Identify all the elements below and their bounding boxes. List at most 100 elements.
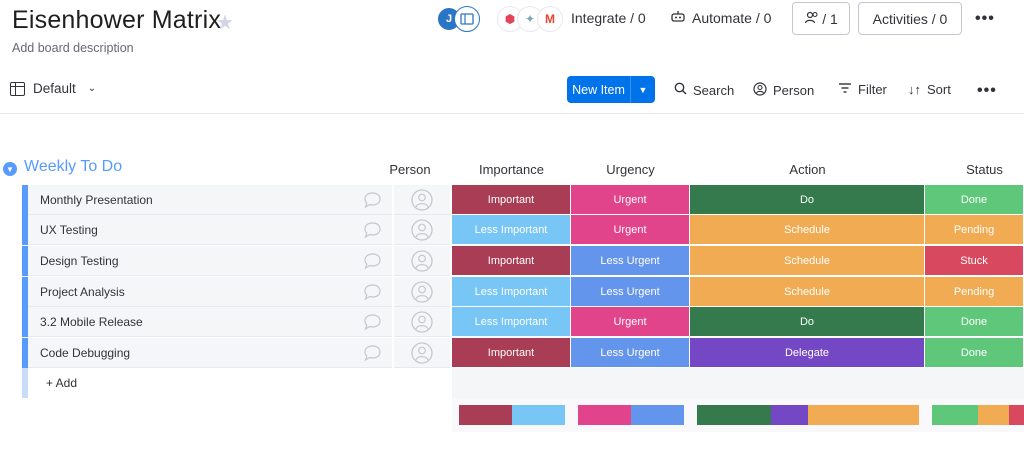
comment-icon[interactable] bbox=[362, 220, 382, 240]
group-title[interactable]: Weekly To Do bbox=[24, 158, 123, 175]
star-icon[interactable]: ★ bbox=[216, 12, 234, 34]
status-cell[interactable]: Stuck bbox=[925, 246, 1024, 276]
guest-avatar-icon[interactable] bbox=[454, 6, 480, 32]
new-item-button[interactable]: New Item ▼ bbox=[567, 76, 655, 103]
item-name[interactable]: Code Debugging bbox=[40, 346, 131, 360]
person-cell[interactable] bbox=[394, 338, 450, 368]
item-name[interactable]: Monthly Presentation bbox=[40, 193, 153, 207]
urgency-cell[interactable]: Urgent bbox=[571, 185, 690, 215]
importance-cell[interactable]: Important bbox=[452, 246, 571, 276]
person-filter-button[interactable]: Person bbox=[753, 82, 814, 99]
table-row[interactable]: Code Debugging Important Less Urgent Del… bbox=[22, 338, 1024, 368]
filter-button[interactable]: Filter bbox=[838, 82, 887, 97]
chevron-down-icon: ⌄ bbox=[87, 83, 97, 94]
column-header-importance[interactable]: Importance bbox=[478, 162, 545, 177]
action-cell[interactable]: Schedule bbox=[690, 277, 925, 307]
person-cell[interactable] bbox=[394, 277, 450, 307]
column-header-person[interactable]: Person bbox=[389, 162, 431, 177]
toolbar-more-button[interactable]: ••• bbox=[977, 82, 997, 99]
importance-cell[interactable]: Less Important bbox=[452, 277, 571, 307]
comment-icon[interactable] bbox=[362, 282, 382, 302]
column-header-action[interactable]: Action bbox=[789, 162, 826, 177]
status-cell[interactable]: Pending bbox=[925, 277, 1024, 307]
person-placeholder-icon bbox=[411, 249, 433, 272]
board-members-avatars[interactable]: J bbox=[436, 6, 480, 32]
new-item-label[interactable]: New Item bbox=[572, 82, 625, 97]
importance-cell[interactable]: Less Important bbox=[452, 215, 571, 245]
urgency-cell[interactable]: Less Urgent bbox=[571, 338, 690, 368]
item-cell[interactable]: Design Testing bbox=[28, 246, 392, 276]
table-row[interactable]: UX Testing Less Important Urgent Schedul… bbox=[22, 215, 1024, 245]
integration-icons[interactable]: ⬢ ✦ M bbox=[497, 6, 565, 32]
sort-button[interactable]: ↓↑ Sort bbox=[908, 82, 951, 97]
urgency-cell[interactable]: Urgent bbox=[571, 307, 690, 337]
action-cell[interactable]: Do bbox=[690, 307, 925, 337]
people-icon bbox=[804, 11, 820, 27]
action-cell[interactable]: Delegate bbox=[690, 338, 925, 368]
filter-icon bbox=[838, 82, 852, 97]
importance-cell[interactable]: Important bbox=[452, 185, 571, 215]
person-placeholder-icon bbox=[411, 218, 433, 241]
urgency-cell[interactable]: Less Urgent bbox=[571, 246, 690, 276]
chevron-down-icon[interactable]: ▼ bbox=[630, 76, 655, 103]
importance-summary-bar[interactable] bbox=[459, 405, 565, 425]
status-cell[interactable]: Done bbox=[925, 307, 1024, 337]
person-icon bbox=[753, 82, 767, 99]
urgency-summary-bar[interactable] bbox=[578, 405, 684, 425]
item-name[interactable]: Design Testing bbox=[40, 254, 119, 268]
comment-icon[interactable] bbox=[362, 190, 382, 210]
person-cell[interactable] bbox=[394, 185, 450, 215]
table-row[interactable]: 3.2 Mobile Release Less Important Urgent… bbox=[22, 307, 1024, 337]
column-header-urgency[interactable]: Urgency bbox=[606, 162, 655, 177]
summary-segment bbox=[459, 405, 512, 425]
comment-icon[interactable] bbox=[362, 251, 382, 271]
importance-cell[interactable]: Important bbox=[452, 338, 571, 368]
column-header-status[interactable]: Status bbox=[966, 162, 1003, 177]
importance-cell[interactable]: Less Important bbox=[452, 307, 571, 337]
item-name[interactable]: 3.2 Mobile Release bbox=[40, 315, 143, 329]
comment-icon[interactable] bbox=[362, 343, 382, 363]
summary-segment bbox=[808, 405, 919, 425]
board-more-button[interactable]: ••• bbox=[975, 10, 995, 27]
search-button[interactable]: Search bbox=[674, 82, 734, 98]
action-cell[interactable]: Schedule bbox=[690, 246, 925, 276]
summary-segment bbox=[771, 405, 808, 425]
action-summary-bar[interactable] bbox=[697, 405, 919, 425]
item-cell[interactable]: Code Debugging bbox=[28, 338, 392, 368]
person-cell[interactable] bbox=[394, 307, 450, 337]
view-selector[interactable]: Default ⌄ bbox=[10, 81, 96, 96]
item-cell[interactable]: Monthly Presentation bbox=[28, 185, 392, 215]
board-description[interactable]: Add board description bbox=[12, 41, 134, 55]
add-row-filler bbox=[452, 368, 1024, 398]
action-cell[interactable]: Do bbox=[690, 185, 925, 215]
item-cell[interactable]: 3.2 Mobile Release bbox=[28, 307, 392, 337]
status-cell[interactable]: Done bbox=[925, 338, 1024, 368]
board-title[interactable]: Eisenhower Matrix bbox=[12, 6, 222, 34]
table-row[interactable]: Design Testing Important Less Urgent Sch… bbox=[22, 246, 1024, 276]
members-button[interactable]: / 1 bbox=[792, 2, 850, 35]
item-name[interactable]: UX Testing bbox=[40, 223, 98, 237]
comment-icon[interactable] bbox=[362, 312, 382, 332]
person-placeholder-icon bbox=[411, 341, 433, 364]
urgency-cell[interactable]: Urgent bbox=[571, 215, 690, 245]
integrate-button[interactable]: Integrate / 0 bbox=[571, 10, 646, 26]
group-collapse-icon[interactable]: ▼ bbox=[3, 162, 17, 176]
add-item-row[interactable]: + Add bbox=[22, 368, 452, 398]
urgency-cell[interactable]: Less Urgent bbox=[571, 277, 690, 307]
status-summary-bar[interactable] bbox=[932, 405, 1024, 425]
add-item-input[interactable]: + Add bbox=[46, 376, 78, 390]
item-cell[interactable]: UX Testing bbox=[28, 215, 392, 245]
person-label: Person bbox=[773, 83, 815, 98]
automate-button[interactable]: Automate / 0 bbox=[692, 10, 772, 26]
status-cell[interactable]: Pending bbox=[925, 215, 1024, 245]
item-name[interactable]: Project Analysis bbox=[40, 285, 125, 299]
person-cell[interactable] bbox=[394, 246, 450, 276]
status-cell[interactable]: Done bbox=[925, 185, 1024, 215]
item-cell[interactable]: Project Analysis bbox=[28, 277, 392, 307]
action-cell[interactable]: Schedule bbox=[690, 215, 925, 245]
table-row[interactable]: Project Analysis Less Important Less Urg… bbox=[22, 277, 1024, 307]
activities-button[interactable]: Activities / 0 bbox=[858, 2, 962, 35]
person-cell[interactable] bbox=[394, 215, 450, 245]
group-color-bar bbox=[22, 338, 28, 368]
table-row[interactable]: Monthly Presentation Important Urgent Do… bbox=[22, 185, 1024, 215]
